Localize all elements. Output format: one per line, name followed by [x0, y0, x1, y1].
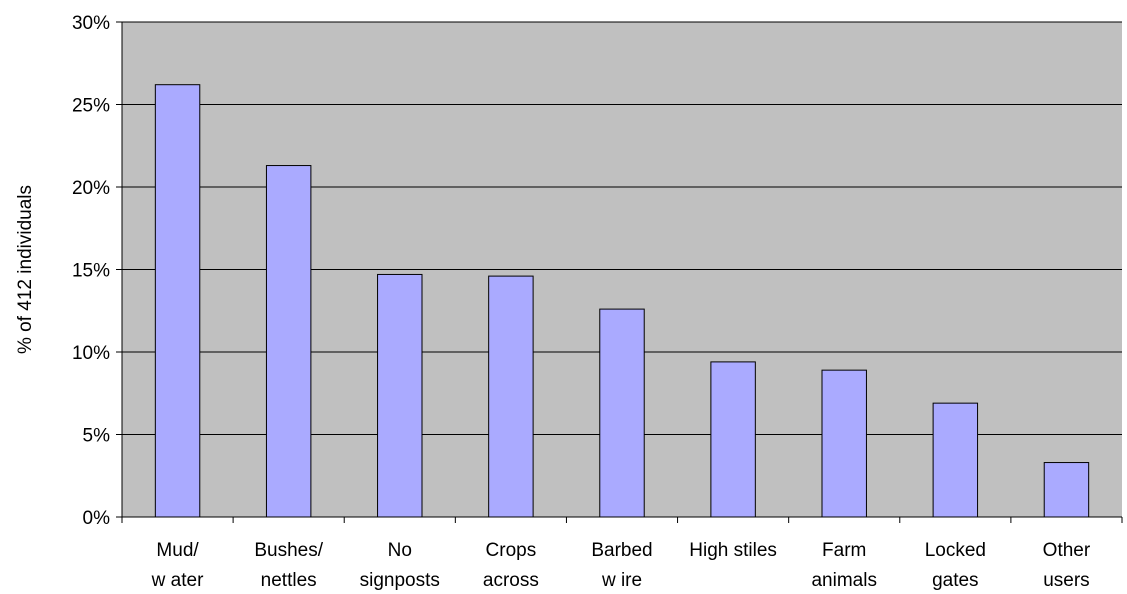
y-tick-label: 25% — [72, 96, 110, 117]
axes — [116, 21, 1123, 523]
bar — [932, 402, 979, 518]
bar — [154, 84, 201, 518]
y-tick-label: 20% — [72, 178, 110, 199]
x-category-label: Other users — [1043, 540, 1091, 591]
bars — [154, 84, 1090, 518]
bar — [265, 165, 312, 518]
bar — [1043, 462, 1090, 518]
x-category-label: Bushes/nettles — [254, 540, 323, 591]
x-category-labels: Mud/w ater Bushes/nettles No signposts Crops… — [151, 540, 1091, 591]
y-axis-title: % of 412 individuals — [15, 185, 36, 354]
y-tick-label: 5% — [83, 426, 111, 447]
x-category-label: Farm animals — [811, 540, 876, 591]
x-category-label: No signposts — [360, 540, 440, 591]
x-category-label: Mud/w ater — [151, 540, 204, 591]
bar — [821, 369, 867, 518]
bar — [377, 273, 423, 518]
x-category-label: Barbed w ire — [591, 540, 652, 591]
y-tick-label: 10% — [72, 343, 110, 364]
bar — [488, 275, 534, 518]
bar — [710, 361, 756, 518]
bar — [599, 308, 645, 518]
x-category-label: High stiles — [689, 540, 777, 561]
x-category-label: Locked gates — [925, 540, 986, 591]
x-category-label: Crops across — [483, 540, 539, 591]
y-tick-label: 15% — [72, 261, 110, 282]
y-tick-label: 30% — [72, 13, 110, 34]
y-tick-labels: 0% 5% 10% 15% 20% 25% 30% — [72, 13, 110, 529]
y-tick-label: 0% — [83, 508, 111, 529]
